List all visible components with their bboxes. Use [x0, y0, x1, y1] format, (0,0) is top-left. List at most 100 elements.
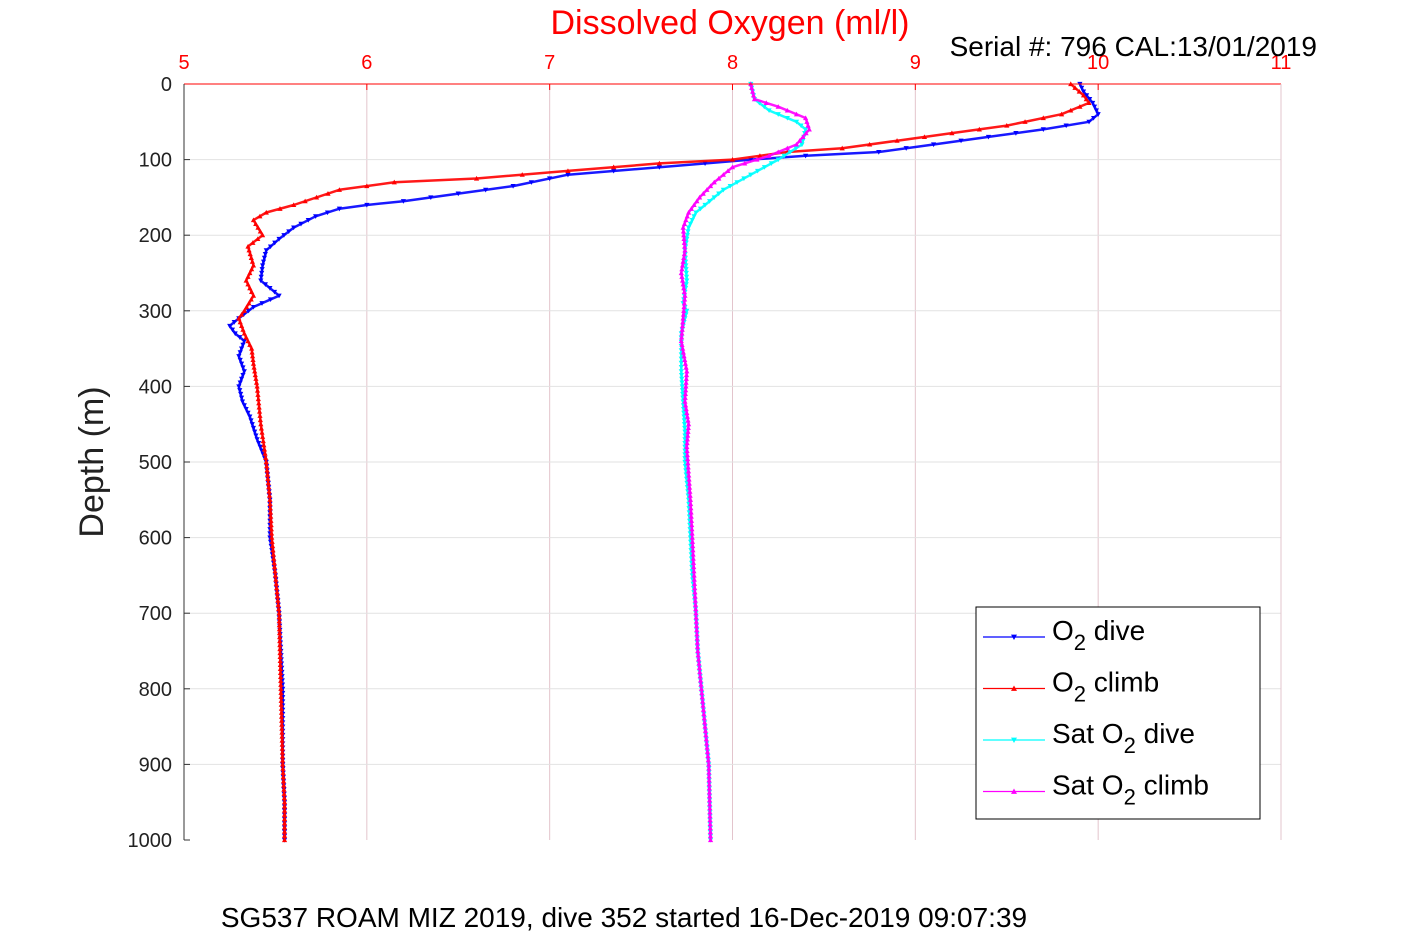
data-point: [682, 293, 688, 298]
data-point: [246, 308, 252, 314]
data-point: [276, 626, 283, 632]
data-point: [240, 342, 246, 348]
data-point: [257, 413, 263, 418]
data-point: [682, 402, 689, 408]
data-point: [253, 380, 260, 385]
data-point: [692, 593, 698, 599]
data-point: [243, 407, 249, 412]
data-point: [276, 618, 282, 624]
data-point: [250, 357, 256, 363]
data-point: [278, 694, 284, 699]
data-point: [681, 410, 687, 416]
data-point: [683, 380, 689, 385]
data-point: [803, 130, 809, 136]
data-point: [1087, 97, 1093, 102]
data-point: [364, 202, 370, 208]
data-point: [691, 577, 697, 582]
data-point: [249, 266, 255, 272]
data-point: [742, 160, 748, 166]
data-point: [264, 467, 270, 473]
data-point: [255, 236, 261, 242]
data-point: [250, 361, 257, 366]
data-point: [279, 733, 285, 739]
data-point: [692, 589, 698, 595]
data-point: [277, 650, 283, 656]
data-point: [236, 315, 242, 321]
data-point: [700, 703, 706, 708]
data-point: [741, 176, 747, 182]
data-point: [684, 233, 691, 238]
data-point: [259, 430, 265, 435]
data-point: [699, 694, 705, 700]
data-point: [1072, 85, 1078, 90]
data-point: [698, 686, 705, 691]
data-point: [716, 175, 722, 181]
data-point: [706, 777, 712, 783]
data-point: [241, 338, 247, 344]
data-point: [678, 338, 684, 344]
data-point: [701, 715, 707, 721]
data-point: [428, 195, 434, 200]
data-point: [241, 308, 247, 313]
data-point: [277, 206, 283, 211]
data-point: [681, 422, 688, 427]
data-point: [681, 221, 688, 226]
data-point: [803, 115, 809, 121]
data-point: [707, 817, 713, 823]
data-point: [255, 225, 261, 230]
data-point: [766, 153, 772, 158]
data-point: [260, 263, 266, 269]
data-point: [679, 266, 685, 272]
data-point: [680, 259, 686, 264]
data-point: [249, 289, 255, 294]
data-point: [706, 781, 712, 787]
data-point: [680, 228, 687, 234]
x-tick-label: 5: [178, 52, 189, 74]
data-point: [241, 330, 247, 336]
data-point: [706, 769, 712, 775]
data-point: [683, 274, 690, 280]
data-point: [278, 706, 284, 711]
data-point: [689, 218, 695, 223]
data-point: [688, 501, 694, 507]
data-point: [256, 400, 262, 406]
data-point: [528, 180, 534, 185]
data-point: [249, 346, 255, 351]
data-point: [281, 829, 288, 834]
data-point: [249, 353, 256, 359]
y-tick-label: 800: [139, 679, 172, 701]
data-point: [267, 497, 273, 502]
data-point: [707, 833, 714, 839]
data-point: [679, 262, 686, 268]
data-point: [1077, 104, 1083, 109]
data-point: [250, 262, 257, 268]
data-point: [279, 718, 285, 723]
data-point: [750, 88, 756, 94]
data-point: [1040, 127, 1046, 132]
data-point: [693, 610, 699, 616]
data-point: [325, 191, 331, 196]
data-point: [681, 300, 687, 306]
data-point: [688, 505, 694, 511]
data-point: [252, 368, 258, 374]
x-tick-label: 11: [1271, 52, 1292, 74]
data-point: [267, 244, 274, 250]
data-point: [949, 130, 955, 136]
data-point: [680, 315, 686, 321]
data-point: [696, 661, 702, 666]
data-point: [690, 543, 696, 549]
data-point: [683, 372, 690, 378]
data-point: [280, 766, 286, 771]
data-point: [681, 240, 687, 245]
data-point: [238, 346, 245, 352]
legend-marker: [1011, 685, 1017, 691]
chart-title: Dissolved Oxygen (ml/l): [551, 4, 910, 42]
data-point: [252, 429, 258, 435]
data-point: [273, 581, 279, 586]
data-point: [279, 729, 285, 735]
legend-label: O2 dive: [1052, 615, 1145, 655]
legend-item: Sat O2 dive: [983, 718, 1195, 758]
y-tick-label: 100: [139, 150, 172, 172]
data-point: [236, 384, 242, 389]
data-point: [683, 282, 689, 287]
